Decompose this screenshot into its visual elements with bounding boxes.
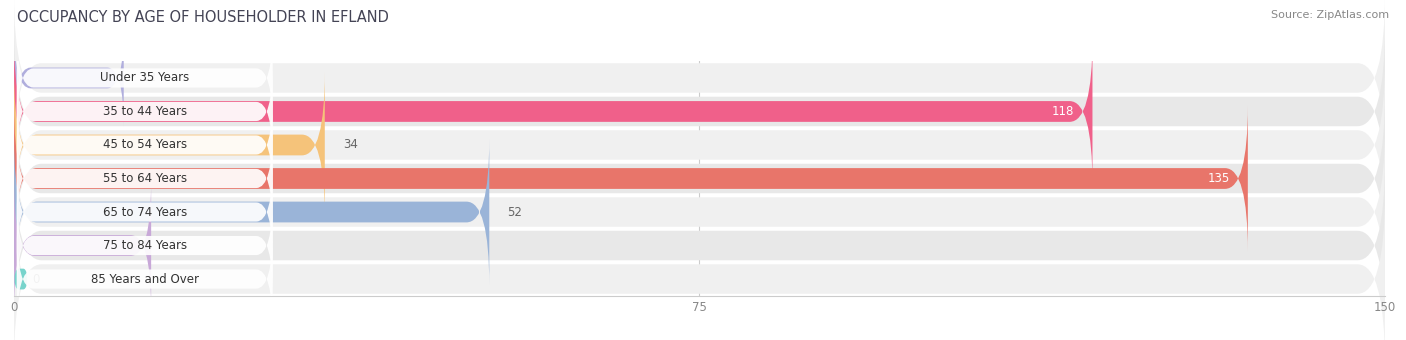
FancyBboxPatch shape <box>14 0 1385 164</box>
FancyBboxPatch shape <box>17 195 273 296</box>
Text: 85 Years and Over: 85 Years and Over <box>91 273 198 286</box>
FancyBboxPatch shape <box>17 27 273 129</box>
Text: 45 to 54 Years: 45 to 54 Years <box>103 138 187 152</box>
FancyBboxPatch shape <box>14 193 1385 340</box>
FancyBboxPatch shape <box>14 105 1249 252</box>
FancyBboxPatch shape <box>17 161 273 263</box>
FancyBboxPatch shape <box>14 38 1092 185</box>
FancyBboxPatch shape <box>14 181 152 310</box>
Text: 118: 118 <box>1052 105 1074 118</box>
FancyBboxPatch shape <box>17 61 273 162</box>
Text: 34: 34 <box>343 138 359 152</box>
Text: 75 to 84 Years: 75 to 84 Years <box>103 239 187 252</box>
FancyBboxPatch shape <box>14 93 1385 264</box>
FancyBboxPatch shape <box>17 94 273 196</box>
Text: OCCUPANCY BY AGE OF HOUSEHOLDER IN EFLAND: OCCUPANCY BY AGE OF HOUSEHOLDER IN EFLAN… <box>17 10 388 25</box>
Text: 55 to 64 Years: 55 to 64 Years <box>103 172 187 185</box>
FancyBboxPatch shape <box>17 228 273 330</box>
FancyBboxPatch shape <box>17 128 273 229</box>
Text: 65 to 74 Years: 65 to 74 Years <box>103 205 187 219</box>
FancyBboxPatch shape <box>14 72 325 218</box>
Text: 0: 0 <box>32 273 39 286</box>
Text: 135: 135 <box>1208 172 1229 185</box>
FancyBboxPatch shape <box>14 160 1385 331</box>
FancyBboxPatch shape <box>14 269 28 289</box>
FancyBboxPatch shape <box>14 28 124 128</box>
Text: 12: 12 <box>142 71 157 84</box>
Text: 35 to 44 Years: 35 to 44 Years <box>103 105 187 118</box>
FancyBboxPatch shape <box>14 26 1385 197</box>
Text: Under 35 Years: Under 35 Years <box>100 71 190 84</box>
Text: 52: 52 <box>508 205 523 219</box>
FancyBboxPatch shape <box>14 139 489 285</box>
Text: Source: ZipAtlas.com: Source: ZipAtlas.com <box>1271 10 1389 20</box>
FancyBboxPatch shape <box>14 126 1385 298</box>
FancyBboxPatch shape <box>14 59 1385 231</box>
Text: 15: 15 <box>170 239 184 252</box>
